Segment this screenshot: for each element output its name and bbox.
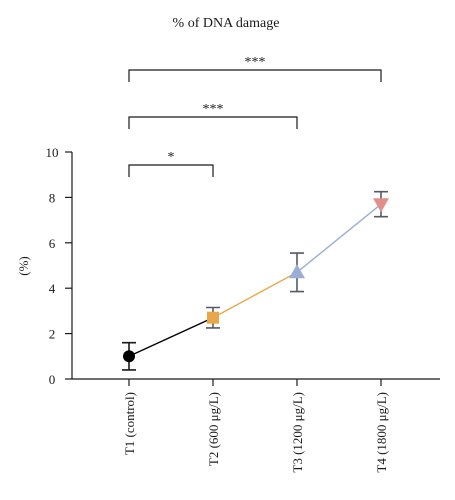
chart-title: % of DNA damage xyxy=(173,16,280,31)
y-ticks: 0 2 4 6 8 10 xyxy=(46,145,72,387)
y-tick-label: 2 xyxy=(49,327,56,342)
y-axis-label: (%) xyxy=(16,256,31,276)
x-ticks: T1 (control) T2 (600 μg/L) T3 (1200 μg/L) T… xyxy=(122,379,389,473)
series-line-segment xyxy=(128,317,214,357)
data-point-triangle-down xyxy=(373,198,389,213)
x-tick-label: T4 (1800 μg/L) xyxy=(374,392,389,473)
series-lines xyxy=(128,203,382,357)
series-line-segment xyxy=(296,203,382,273)
y-tick-label: 8 xyxy=(49,190,56,205)
significance-label: *** xyxy=(245,55,266,70)
significance-bracket xyxy=(128,164,214,177)
x-tick-label: T3 (1200 μg/L) xyxy=(290,392,305,473)
data-point-square xyxy=(207,311,219,324)
significance-bracket xyxy=(128,69,382,82)
significance-bracket xyxy=(128,116,298,129)
series-line-segment xyxy=(212,271,298,319)
significance-label: *** xyxy=(203,102,224,117)
data-points xyxy=(123,198,389,363)
y-tick-label: 0 xyxy=(49,372,56,387)
y-tick-label: 6 xyxy=(49,236,56,251)
data-point-triangle-up xyxy=(289,264,305,279)
y-tick-label: 10 xyxy=(46,145,59,160)
error-bars xyxy=(122,190,388,371)
y-tick-label: 4 xyxy=(49,281,56,296)
significance-brackets: ******* xyxy=(128,55,382,177)
x-tick-label: T1 (control) xyxy=(122,392,137,455)
x-tick-label: T2 (600 μg/L) xyxy=(206,392,221,466)
data-point-circle xyxy=(123,350,135,363)
significance-label: * xyxy=(168,150,175,165)
